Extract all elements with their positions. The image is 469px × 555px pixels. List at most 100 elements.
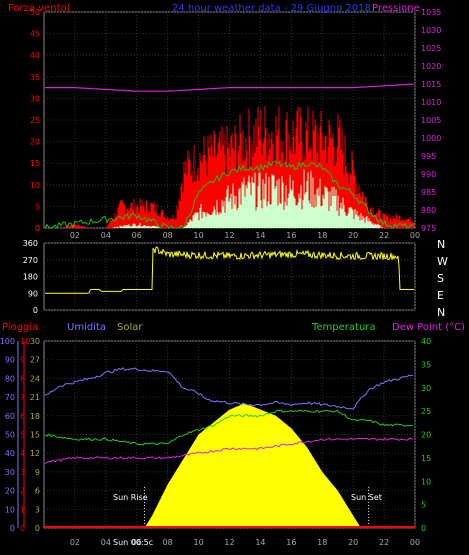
pressure-tick-label: 1010 bbox=[421, 98, 441, 107]
x-tick-label: 10 bbox=[193, 538, 203, 547]
solar-tick-label: 6 bbox=[35, 487, 40, 496]
x-tick-label: 12 bbox=[224, 538, 234, 547]
x-tick-label: 12 bbox=[224, 231, 234, 240]
wind-tick-label: 40 bbox=[30, 51, 40, 60]
direction-tick-label: 270 bbox=[23, 256, 38, 265]
pressure-tick-label: 1035 bbox=[421, 8, 441, 17]
compass-label: N bbox=[437, 306, 445, 319]
rain-tick-label: 2 bbox=[20, 487, 25, 496]
x-tick-label: 20 bbox=[348, 231, 358, 240]
pressure-line bbox=[45, 83, 415, 92]
x-tick-label: 20 bbox=[348, 538, 358, 547]
solar-tick-label: 30 bbox=[30, 337, 40, 346]
wind-tick-label: 5 bbox=[35, 202, 40, 211]
pressure-tick-label: 1005 bbox=[421, 116, 441, 125]
rain-tick-label: 4 bbox=[20, 449, 25, 458]
solar-tick-label: 12 bbox=[30, 449, 40, 458]
sun-mid-label: Sun 00:5c bbox=[113, 538, 153, 547]
wind-axis-label: Forza vento( bbox=[8, 3, 71, 14]
direction-tick-label: 180 bbox=[23, 273, 38, 282]
solar-tick-label: 24 bbox=[30, 374, 40, 383]
pressure-tick-label: 1020 bbox=[421, 62, 441, 71]
x-tick-label: 14 bbox=[255, 538, 265, 547]
x-tick-label: 22 bbox=[379, 231, 389, 240]
x-tick-label: 02 bbox=[70, 231, 80, 240]
solar-label: Solar bbox=[117, 322, 143, 333]
x-tick-label: 04 bbox=[101, 538, 111, 547]
humidity-tick-label: 20 bbox=[5, 487, 15, 496]
wind-tick-label: 35 bbox=[30, 73, 40, 82]
humidity-tick-label: 80 bbox=[5, 374, 15, 383]
sunrise-label: Sun Rise bbox=[113, 493, 148, 502]
temperature-tick-label: 20 bbox=[421, 431, 431, 440]
humidity-tick-label: 50 bbox=[5, 431, 15, 440]
x-tick-label: 22 bbox=[379, 538, 389, 547]
rain-tick-label: 6 bbox=[20, 412, 25, 421]
temperature-tick-label: 0 bbox=[421, 524, 426, 533]
humidity-tick-label: 10 bbox=[5, 505, 15, 514]
temperature-tick-label: 15 bbox=[421, 454, 431, 463]
humidity-tick-label: 40 bbox=[5, 449, 15, 458]
humidity-tick-label: 100 bbox=[0, 337, 15, 346]
x-tick-label: 10 bbox=[193, 231, 203, 240]
pressure-tick-label: 1000 bbox=[421, 134, 441, 143]
humidity-tick-label: 60 bbox=[5, 412, 15, 421]
solar-tick-label: 15 bbox=[30, 431, 40, 440]
wind-tick-label: 30 bbox=[30, 94, 40, 103]
pressure-tick-label: 1015 bbox=[421, 80, 441, 89]
temperature-tick-label: 25 bbox=[421, 407, 431, 416]
temperature-tick-label: 40 bbox=[421, 337, 431, 346]
x-tick-label: 00 bbox=[410, 231, 420, 240]
chart-title: 24 hour weather data - 29 Giugno 2018 bbox=[172, 3, 371, 14]
x-tick-label: 16 bbox=[286, 231, 296, 240]
direction-tick-label: 360 bbox=[23, 239, 38, 248]
compass-label: N bbox=[437, 238, 445, 251]
temperature-tick-label: 30 bbox=[421, 384, 431, 393]
wind-tick-label: 45 bbox=[30, 30, 40, 39]
temperature-tick-label: 5 bbox=[421, 501, 426, 510]
rain-tick-label: 8 bbox=[20, 374, 25, 383]
temperature-tick-label: 10 bbox=[421, 477, 431, 486]
wind-tick-label: 15 bbox=[30, 159, 40, 168]
rain-tick-label: 10 bbox=[20, 337, 30, 346]
rain-tick-label: 9 bbox=[20, 356, 25, 365]
pressure-tick-label: 980 bbox=[421, 206, 436, 215]
rain-tick-label: 0 bbox=[20, 524, 25, 533]
humidity-label: Umidita bbox=[67, 322, 106, 333]
wind-tick-label: 20 bbox=[30, 138, 40, 147]
x-tick-label: 08 bbox=[163, 538, 173, 547]
x-tick-label: 00 bbox=[410, 538, 420, 547]
rain-tick-label: 7 bbox=[20, 393, 25, 402]
x-tick-label: 18 bbox=[317, 231, 327, 240]
pressure-tick-label: 995 bbox=[421, 152, 436, 161]
wind-tick-label: 0 bbox=[35, 224, 40, 233]
solar-tick-label: 27 bbox=[30, 356, 40, 365]
x-tick-label: 02 bbox=[70, 538, 80, 547]
dewpoint-label: Dew Point (°C) bbox=[392, 322, 465, 333]
x-tick-label: 18 bbox=[317, 538, 327, 547]
humidity-line bbox=[44, 367, 414, 410]
solar-tick-label: 18 bbox=[30, 412, 40, 421]
x-tick-label: 04 bbox=[101, 231, 111, 240]
temperature-label: Temperatura bbox=[311, 322, 376, 333]
pressure-tick-label: 1030 bbox=[421, 26, 441, 35]
humidity-tick-label: 70 bbox=[5, 393, 15, 402]
wind-tick-label: 50 bbox=[30, 8, 40, 17]
compass-label: W bbox=[437, 255, 448, 268]
direction-tick-label: 0 bbox=[33, 306, 38, 315]
temperature-tick-label: 35 bbox=[421, 360, 431, 369]
compass-label: E bbox=[437, 289, 444, 302]
pressure-tick-label: 1025 bbox=[421, 44, 441, 53]
x-tick-label: 06 bbox=[132, 231, 142, 240]
pressure-tick-label: 990 bbox=[421, 170, 436, 179]
rain-tick-label: 5 bbox=[20, 431, 25, 440]
rain-tick-label: 1 bbox=[20, 505, 25, 514]
x-tick-label: 08 bbox=[163, 231, 173, 240]
direction-tick-label: 90 bbox=[28, 289, 38, 298]
x-tick-label: 14 bbox=[255, 231, 265, 240]
direction-line bbox=[45, 246, 414, 294]
wind-tick-label: 25 bbox=[30, 116, 40, 125]
average-wind-line bbox=[44, 160, 414, 229]
solar-tick-label: 21 bbox=[30, 393, 40, 402]
